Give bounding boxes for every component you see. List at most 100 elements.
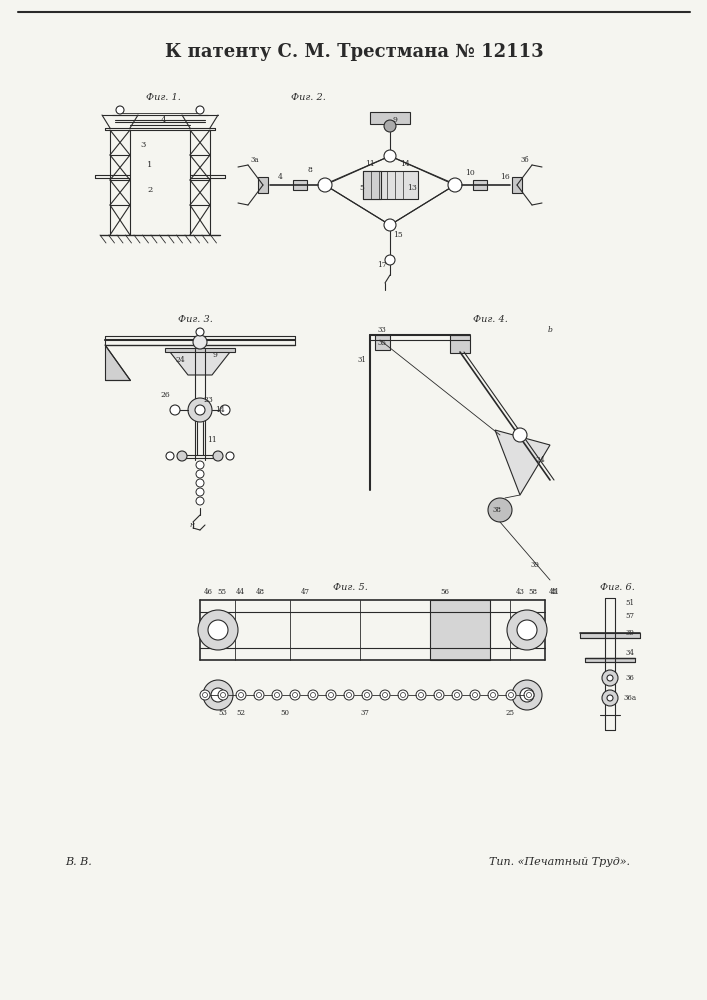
Text: 36а: 36а [624, 694, 636, 702]
Circle shape [218, 690, 228, 700]
Circle shape [203, 680, 233, 710]
Text: 26: 26 [160, 391, 170, 399]
Text: 47: 47 [300, 588, 310, 596]
Text: 14: 14 [215, 406, 225, 414]
Text: 34: 34 [626, 649, 634, 657]
Circle shape [329, 692, 334, 698]
Circle shape [196, 488, 204, 496]
Text: 44: 44 [235, 588, 245, 596]
Text: 43: 43 [515, 588, 525, 596]
Text: 9: 9 [392, 116, 397, 124]
Circle shape [419, 692, 423, 698]
Text: Фиг. 2.: Фиг. 2. [291, 94, 325, 103]
Bar [258, 177, 268, 193]
Circle shape [326, 690, 336, 700]
Circle shape [195, 405, 205, 415]
Circle shape [382, 692, 387, 698]
Text: 14: 14 [400, 160, 410, 168]
Text: 55: 55 [218, 588, 226, 596]
Circle shape [274, 692, 279, 698]
Circle shape [257, 692, 262, 698]
Bar [580, 633, 640, 638]
Circle shape [196, 106, 204, 114]
Circle shape [507, 610, 547, 650]
Circle shape [193, 335, 207, 349]
Circle shape [211, 688, 225, 702]
Circle shape [452, 690, 462, 700]
Text: 16: 16 [500, 173, 510, 181]
Circle shape [213, 451, 223, 461]
Circle shape [455, 692, 460, 698]
Text: Тип. «Печатный Труд».: Тип. «Печатный Труд». [489, 857, 631, 867]
Polygon shape [170, 352, 230, 375]
Bar [370, 112, 410, 124]
Circle shape [607, 695, 613, 701]
Polygon shape [495, 430, 550, 495]
Text: 31: 31 [358, 356, 366, 364]
Text: Фиг. 5.: Фиг. 5. [332, 582, 368, 591]
Circle shape [272, 690, 282, 700]
Circle shape [416, 690, 426, 700]
Circle shape [434, 690, 444, 700]
Text: 41: 41 [551, 588, 559, 596]
Circle shape [400, 692, 406, 698]
Circle shape [517, 620, 537, 640]
Text: 50: 50 [281, 709, 289, 717]
Circle shape [116, 106, 124, 114]
Text: 10: 10 [465, 169, 475, 177]
Circle shape [524, 690, 534, 700]
Circle shape [346, 692, 351, 698]
Polygon shape [105, 345, 130, 380]
Text: 15: 15 [393, 231, 403, 239]
Bar [165, 348, 235, 352]
Text: 36: 36 [626, 674, 634, 682]
Text: н: н [189, 521, 194, 529]
Text: b: b [547, 326, 552, 334]
Bar [450, 335, 470, 353]
Circle shape [166, 452, 174, 460]
Text: 17: 17 [377, 261, 387, 269]
Bar [430, 600, 490, 660]
Circle shape [384, 150, 396, 162]
Text: 13: 13 [407, 184, 417, 192]
Text: 9: 9 [213, 351, 218, 359]
Circle shape [177, 451, 187, 461]
Text: 45: 45 [549, 588, 558, 596]
Circle shape [384, 219, 396, 231]
Text: 46: 46 [204, 588, 213, 596]
Text: 51: 51 [626, 599, 634, 607]
Circle shape [513, 428, 527, 442]
Circle shape [398, 690, 408, 700]
Text: 4: 4 [278, 173, 282, 181]
Bar [363, 171, 381, 199]
Circle shape [607, 675, 613, 681]
Circle shape [448, 178, 462, 192]
Text: 4: 4 [160, 116, 165, 124]
Circle shape [200, 690, 210, 700]
Circle shape [602, 690, 618, 706]
Circle shape [196, 328, 204, 336]
Circle shape [527, 692, 532, 698]
Text: 37: 37 [361, 709, 370, 717]
Circle shape [602, 670, 618, 686]
Circle shape [196, 497, 204, 505]
Circle shape [385, 255, 395, 265]
Text: 3б: 3б [520, 156, 530, 164]
Text: 53: 53 [218, 709, 228, 717]
Text: 33: 33 [378, 326, 386, 334]
Text: 3: 3 [140, 141, 146, 149]
Bar [512, 177, 522, 193]
Text: 48: 48 [255, 588, 264, 596]
Text: Фиг. 6.: Фиг. 6. [600, 582, 634, 591]
Bar [585, 658, 635, 662]
Text: 39: 39 [626, 629, 634, 637]
Circle shape [293, 692, 298, 698]
Circle shape [196, 470, 204, 478]
Text: 11: 11 [365, 160, 375, 168]
Text: 2: 2 [147, 186, 153, 194]
Text: 5: 5 [360, 184, 364, 192]
Circle shape [344, 690, 354, 700]
Text: 3а: 3а [251, 156, 259, 164]
Circle shape [254, 690, 264, 700]
Bar [363, 171, 418, 199]
